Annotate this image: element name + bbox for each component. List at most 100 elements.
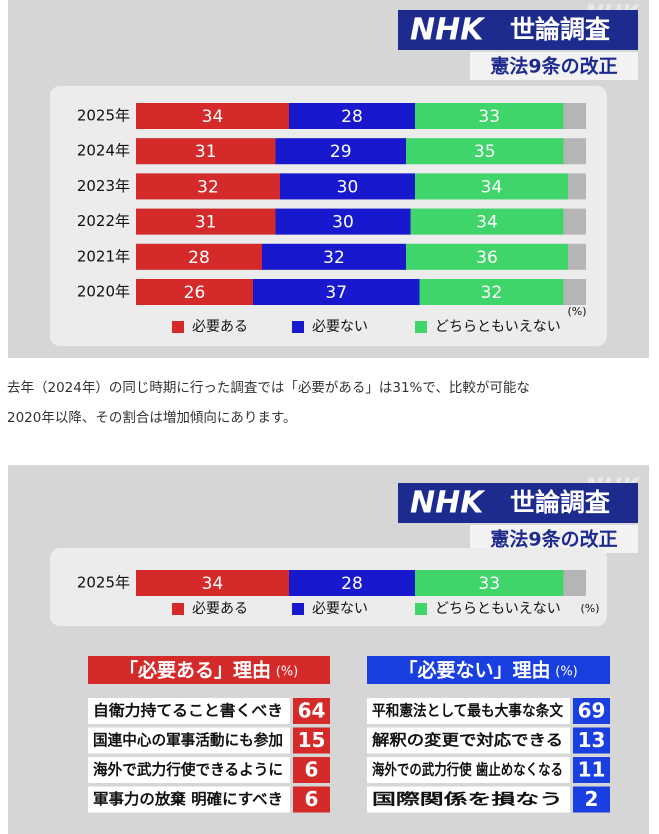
bar-value: 34	[481, 177, 503, 197]
brand: NHK	[410, 486, 486, 521]
row-label: 2025年	[77, 574, 130, 592]
reason-value-box	[573, 698, 610, 724]
bar-value: 26	[184, 283, 206, 303]
legend-swatch	[415, 321, 427, 333]
reason-value: 11	[578, 758, 606, 782]
reason-unit: (%)	[555, 665, 578, 680]
legend-swatch	[292, 321, 304, 333]
bar-segment	[136, 243, 262, 270]
reason-value-box	[573, 727, 610, 754]
reason-title: 「必要ある」理由	[119, 659, 271, 682]
bar-value: 34	[476, 213, 498, 233]
reason-unit: (%)	[276, 665, 299, 680]
row-label: 2020年	[77, 283, 130, 301]
reason-value-box	[573, 786, 610, 813]
bar-segment	[289, 103, 415, 129]
reason-label-box	[367, 757, 570, 783]
reason-value: 6	[305, 787, 319, 811]
bar-segment	[410, 208, 564, 235]
reason-value: 64	[298, 699, 326, 723]
brand-box	[398, 483, 638, 523]
reason-title: 「必要ない」理由	[398, 659, 550, 682]
reason-value-box	[293, 757, 330, 783]
reason-label: 海外で武力行使できるように	[93, 761, 283, 779]
reason-value: 6	[305, 758, 319, 782]
legend-label: 必要ある	[192, 319, 248, 335]
legend-label: 必要ない	[312, 601, 368, 617]
reason-label-box	[367, 727, 570, 754]
legend-swatch	[172, 603, 184, 615]
reason-value: 15	[298, 728, 326, 752]
reason-label-box	[367, 786, 570, 813]
reason-label: 国連中心の軍事活動にも参加	[93, 731, 283, 749]
legend-label: 必要ない	[312, 319, 368, 335]
reason-value-box	[573, 757, 610, 783]
paragraph-line: 2020年以降、その割合は増加傾向にあります。	[7, 409, 297, 426]
reason-value-box	[293, 786, 330, 813]
reason-label: 海外での武力行使 歯止めなくなる	[372, 761, 563, 779]
legend-swatch	[292, 603, 304, 615]
reason-label: 軍事力の放棄 明確にすべき	[93, 790, 283, 808]
reason-value: 69	[578, 699, 606, 723]
chart-title: 世論調査	[510, 15, 610, 44]
bar-value: 28	[341, 107, 363, 127]
legend-swatch	[172, 321, 184, 333]
bar-segment	[415, 570, 564, 596]
brand: NHK	[410, 13, 486, 48]
bar-segment	[406, 243, 568, 270]
bar-segment	[415, 173, 568, 200]
paragraph-line: 去年（2024年）の同じ時期に行った調査では「必要がある」は31%で、比較が可能…	[7, 380, 530, 396]
reason-label: 平和憲法として最も大事な条文	[372, 702, 564, 720]
reason-value-box	[293, 727, 330, 754]
reason-header	[367, 656, 610, 684]
chart-subtitle: 憲法9条の改正	[490, 55, 617, 78]
brand-box	[398, 10, 638, 50]
reason-label: 解釈の変更で対応できる	[372, 731, 563, 749]
bar-segment	[289, 570, 415, 596]
legend-label: どちらともいえない	[435, 601, 561, 617]
bar-value: 31	[195, 213, 217, 233]
bar-segment	[136, 173, 280, 200]
bar-segment	[280, 173, 415, 200]
legend-label: 必要ある	[192, 601, 248, 617]
unit-label: (%)	[580, 602, 599, 615]
row-label: 2023年	[77, 177, 130, 195]
row-label: 2025年	[77, 107, 130, 125]
bar-segment	[415, 103, 564, 129]
bar-segment	[136, 103, 289, 129]
bar-segment	[136, 208, 276, 235]
reason-label-box	[88, 786, 290, 813]
bar-segment	[275, 208, 411, 235]
bar-segment	[419, 279, 564, 305]
row-label: 2022年	[77, 212, 130, 230]
bar-value: 34	[202, 574, 224, 594]
reason-label: 自衛力持てること書くべき	[93, 702, 283, 720]
bar-segment	[136, 279, 253, 305]
bar-segment	[406, 138, 564, 165]
bar-segment	[275, 138, 406, 165]
row-label: 2021年	[77, 247, 130, 265]
chart-subtitle: 憲法9条の改正	[490, 528, 617, 551]
bar-segment	[136, 570, 289, 596]
legend-label: どちらともいえない	[435, 319, 561, 335]
bar-value: 30	[332, 213, 354, 233]
bar-segment	[253, 279, 420, 305]
reason-label-box	[367, 698, 570, 724]
bar-value: 34	[202, 107, 224, 127]
reason-value-box	[293, 698, 330, 724]
row-label: 2024年	[77, 142, 130, 160]
reason-label-box	[88, 698, 290, 724]
reason-value: 2	[585, 787, 599, 811]
bar-value: 37	[325, 283, 347, 303]
reason-label: 国際関係を損なう	[372, 790, 563, 808]
bar-segment	[262, 243, 406, 270]
bar-value: 28	[188, 248, 210, 268]
bar-value: 33	[478, 107, 500, 127]
bar-value: 29	[330, 142, 352, 162]
bar-value: 32	[481, 283, 503, 303]
bar-value: 36	[476, 248, 498, 268]
unit-label: (%)	[567, 305, 586, 318]
bar-value: 31	[195, 142, 217, 162]
bar-segment	[136, 138, 276, 165]
